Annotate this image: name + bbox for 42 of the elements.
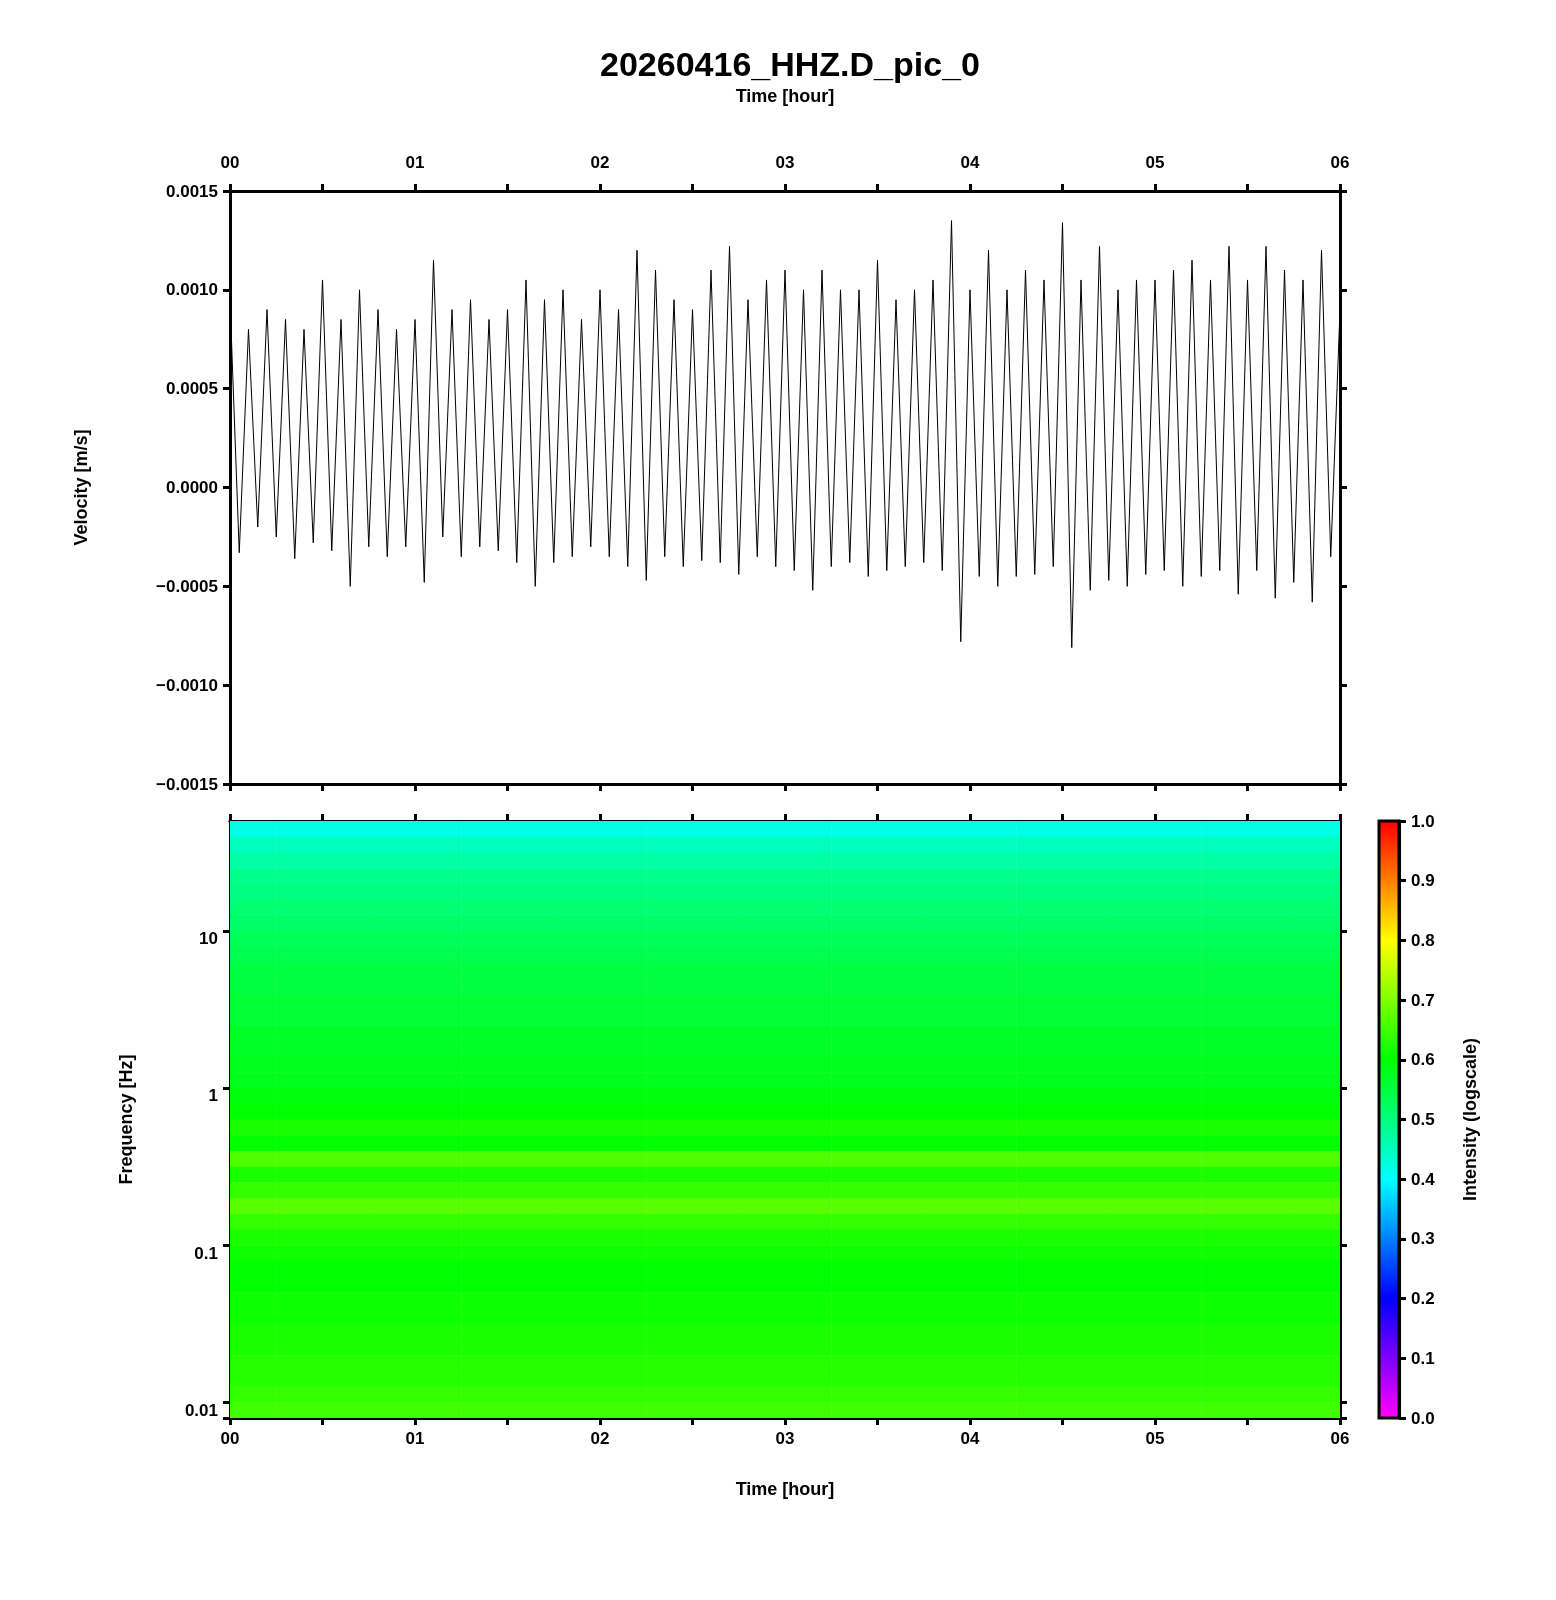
x-tick-label: 01 [405,153,425,172]
y-axis-title: Velocity [m/s] [71,429,91,546]
x-tick-label: 03 [775,1429,795,1448]
x-tick-label: 04 [960,1429,980,1448]
y-tick-label: −0.0005 [156,576,218,596]
x-tick-label: 02 [590,1429,610,1448]
x-tick-label: 02 [590,153,610,172]
y-axis-title: Frequency [Hz] [116,1054,136,1185]
x-tick-label: 05 [1145,1429,1165,1448]
x-tick-label: 04 [960,153,980,172]
color-bar-label: 0.4 [1411,1169,1436,1189]
color-bar-label: 0.3 [1411,1229,1435,1249]
x-tick-label: 00 [220,1429,240,1448]
y-tick-label: 0.0015 [166,181,218,201]
color-bar-label: 0.1 [1411,1348,1435,1368]
color-bar-label: 0.9 [1411,871,1435,891]
x-tick-label: 05 [1145,153,1165,172]
y-tick-label: −0.0015 [156,774,218,794]
color-bar-label: 0.7 [1411,990,1435,1010]
color-bar-label: 0.2 [1411,1289,1435,1309]
color-bar-label: 0.0 [1411,1408,1435,1428]
x-axis-title: Time [hour] [735,86,835,106]
y-tick-label: 0.0010 [166,280,218,300]
y-tick-label: −0.0010 [156,675,218,695]
y-tick-label: 0.01 [184,1400,218,1420]
y-tick-label: 1 [208,1086,218,1106]
chart-title: 20260416_HHZ.D_pic_0 [600,45,980,83]
y-tick-label: 0.1 [194,1243,218,1263]
color-bar-title: Intensity (logscale) [1460,1037,1480,1202]
x-tick-label: 01 [405,1429,425,1448]
x-tick-label: 03 [775,153,795,172]
x-axis-title: Time [hour] [735,1479,835,1499]
y-tick-label: 0.0005 [166,379,218,399]
y-tick-label: 10 [199,929,218,949]
x-tick-label: 00 [220,153,240,172]
color-bar-label: 1.0 [1411,811,1435,831]
x-tick-label: 06 [1330,153,1350,172]
color-bar-label: 0.8 [1411,930,1435,950]
y-tick-label: 0.0000 [166,478,218,497]
color-bar-label: 0.5 [1411,1110,1435,1129]
x-tick-label: 06 [1330,1429,1350,1448]
color-bar-label: 0.6 [1411,1050,1435,1070]
